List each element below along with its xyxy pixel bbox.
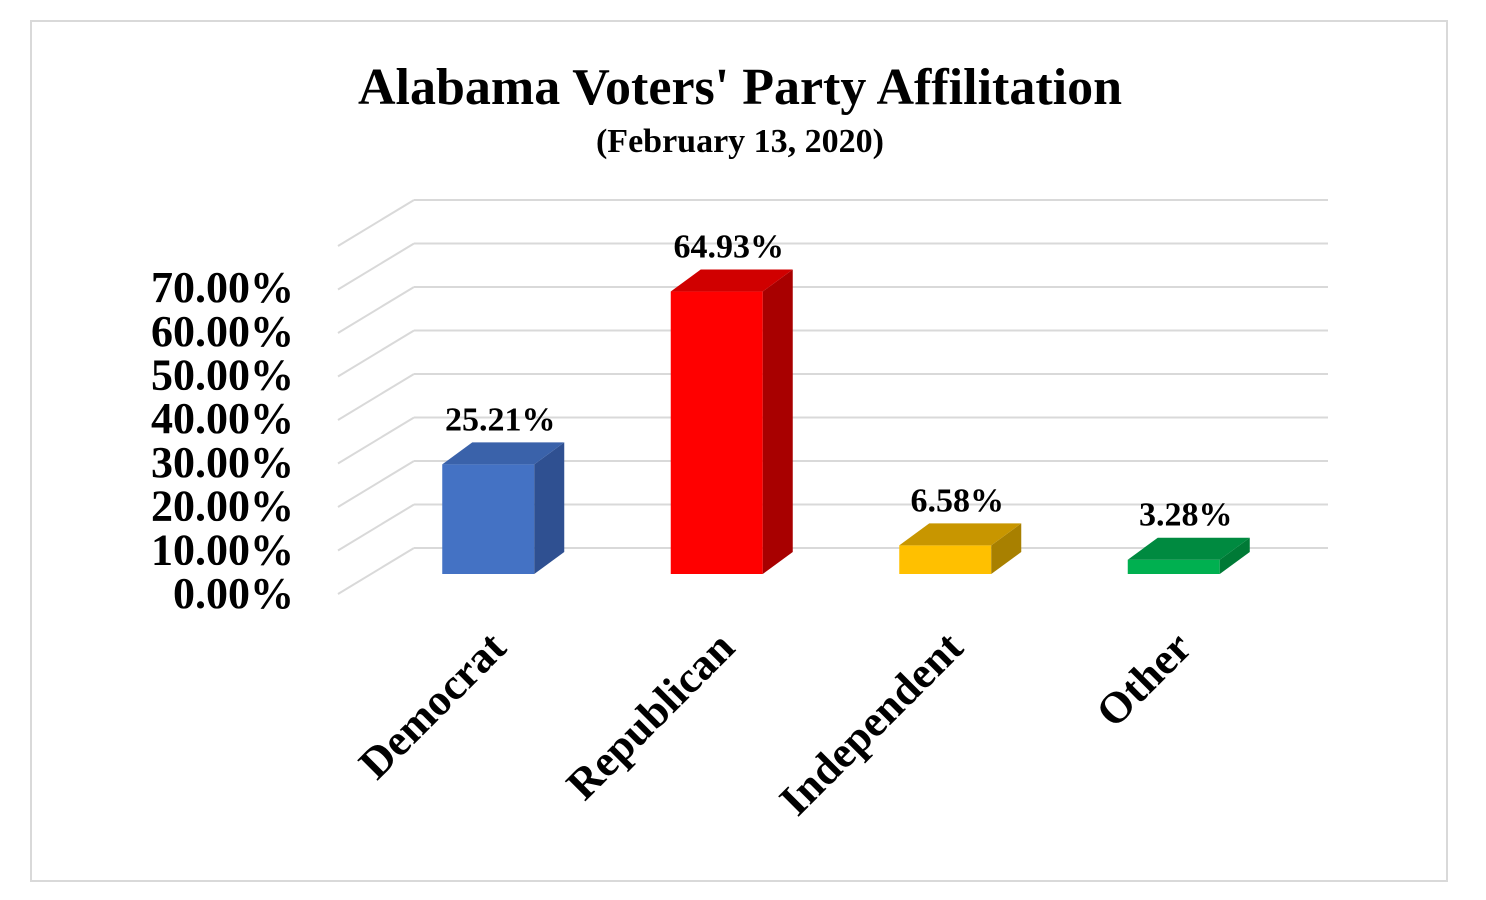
y-tick-label: 40.00% xyxy=(151,394,294,443)
bar-top xyxy=(670,269,793,292)
chart-subtitle: (February 13, 2020) xyxy=(596,123,884,160)
category-label: Republican xyxy=(557,622,744,809)
bar-other: 3.28% xyxy=(1127,497,1250,574)
gridline-side xyxy=(337,373,415,421)
data-label: 64.93% xyxy=(674,229,785,266)
y-tick-label: 60.00% xyxy=(151,307,294,356)
bar-top xyxy=(899,523,1022,546)
data-label: 25.21% xyxy=(445,401,556,438)
gridline-side xyxy=(337,503,415,552)
bar-front xyxy=(1127,559,1220,574)
bar-front xyxy=(670,291,763,574)
y-axis-ticks: 0.00%10.00%20.00%30.00%40.00%50.00%60.00… xyxy=(151,263,294,618)
gridline-side xyxy=(337,199,415,247)
y-tick-label: 30.00% xyxy=(151,438,294,487)
bar-side xyxy=(762,269,793,574)
chart-frame: Alabama Voters' Party Affilitation (Febr… xyxy=(30,20,1448,882)
bar-side xyxy=(991,523,1022,574)
y-tick-label: 10.00% xyxy=(151,525,294,574)
gridline-side xyxy=(337,416,415,465)
bar-side xyxy=(1219,537,1250,574)
category-label: Other xyxy=(1087,622,1201,736)
gridline-side xyxy=(337,547,415,595)
gridline-side xyxy=(337,329,415,378)
gridline-side xyxy=(337,242,415,291)
bar-republican: 64.93% xyxy=(670,229,793,574)
bar-top xyxy=(442,442,565,465)
data-label: 6.58% xyxy=(911,482,1005,519)
bar-front xyxy=(899,545,992,574)
category-label: Democrat xyxy=(349,622,515,788)
gridline-side xyxy=(337,286,415,334)
y-tick-label: 20.00% xyxy=(151,482,294,531)
y-tick-label: 0.00% xyxy=(173,569,294,618)
bar-democrat: 25.21% xyxy=(442,401,565,574)
bars: 25.21% 64.93% 6.58% 3.28% xyxy=(442,229,1250,574)
bar-chart: Alabama Voters' Party Affilitation (Febr… xyxy=(151,59,1328,825)
gridline-side xyxy=(337,460,415,508)
bar-front xyxy=(442,464,535,574)
bar-independent: 6.58% xyxy=(899,482,1022,574)
gridlines xyxy=(337,199,1328,595)
category-label: Independent xyxy=(770,622,973,825)
y-tick-label: 50.00% xyxy=(151,351,294,400)
bar-side xyxy=(534,442,565,574)
bar-top xyxy=(1127,537,1250,560)
chart-title: Alabama Voters' Party Affilitation xyxy=(358,59,1122,116)
y-tick-label: 70.00% xyxy=(151,263,294,312)
data-label: 3.28% xyxy=(1139,497,1233,534)
category-labels: Democrat Republican Independent Other xyxy=(349,622,1200,825)
